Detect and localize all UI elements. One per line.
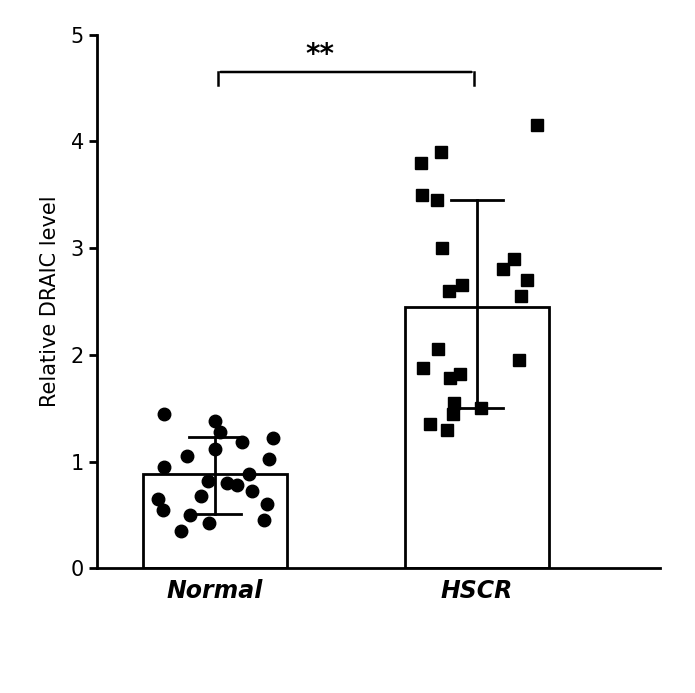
Bar: [405, 307, 549, 568]
Bar: [143, 474, 287, 568]
Y-axis label: Relative DRAIC level: Relative DRAIC level: [40, 195, 60, 407]
Text: **: **: [305, 41, 334, 69]
